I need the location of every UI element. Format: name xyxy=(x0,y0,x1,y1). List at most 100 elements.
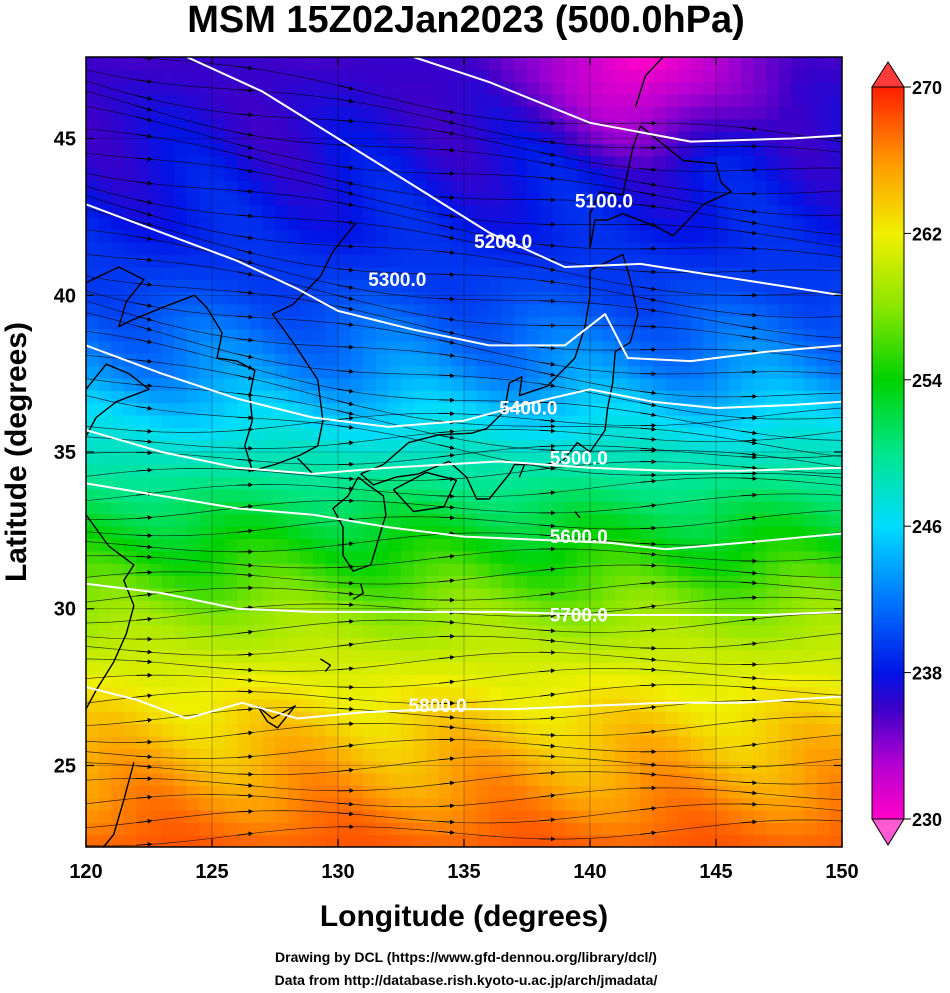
shading-cell xyxy=(564,365,578,379)
shading-cell xyxy=(375,637,389,651)
shading-cell xyxy=(401,550,415,564)
shading-cell xyxy=(388,600,402,614)
shading-cell xyxy=(300,785,314,799)
shading-cell xyxy=(766,711,780,725)
shading-cell xyxy=(527,316,541,330)
shading-cell xyxy=(312,526,326,539)
wind-arrow xyxy=(741,246,758,251)
shading-cell xyxy=(476,279,490,293)
shading-cell xyxy=(312,242,326,256)
shading-cell xyxy=(413,661,427,675)
shading-cell xyxy=(514,143,528,157)
shading-cell xyxy=(766,661,780,675)
streamline xyxy=(86,172,842,258)
shading-cell xyxy=(300,390,314,404)
shading-cell xyxy=(590,452,604,465)
wind-arrow xyxy=(337,541,355,547)
shading-cell xyxy=(136,661,150,675)
shading-cell xyxy=(224,377,238,391)
shading-cell xyxy=(212,723,226,737)
shading-cell xyxy=(186,513,200,527)
streamline xyxy=(86,548,842,569)
shading-cell xyxy=(464,57,478,70)
shading-cell xyxy=(779,254,793,268)
shading-cell xyxy=(829,94,842,107)
shading-cell xyxy=(237,464,251,478)
shading-cell xyxy=(262,279,276,293)
shading-cell xyxy=(640,143,654,157)
shading-cell xyxy=(262,131,276,144)
shading-cell xyxy=(539,316,553,330)
shading-cell xyxy=(716,600,730,614)
shading-cell xyxy=(350,390,364,404)
shading-cell xyxy=(728,69,742,83)
shading-cell xyxy=(804,501,818,515)
shading-cell xyxy=(653,797,667,811)
shading-cell xyxy=(728,501,742,515)
shading-cell xyxy=(363,612,377,626)
shading-cell xyxy=(212,809,226,823)
shading-cell xyxy=(816,254,830,268)
shading-cell xyxy=(753,303,767,317)
shading-cell xyxy=(363,526,377,539)
shading-cell xyxy=(678,340,692,354)
shading-cell xyxy=(237,624,251,638)
shading-cell xyxy=(325,637,339,651)
shading-cell xyxy=(300,698,314,712)
shading-cell xyxy=(640,180,654,194)
shading-cell xyxy=(665,155,679,169)
shading-cell xyxy=(287,192,301,206)
shading-cell xyxy=(388,550,402,564)
shading-cell xyxy=(224,513,238,527)
shading-cell xyxy=(665,402,679,416)
shading-cell xyxy=(287,464,301,478)
shading-cell xyxy=(426,686,440,700)
shading-cell xyxy=(350,242,364,256)
shading-cell xyxy=(464,143,478,157)
wind-arrow xyxy=(741,742,758,748)
shading-cell xyxy=(564,427,578,441)
wind-arrow xyxy=(640,525,657,531)
shading-cell xyxy=(627,229,641,243)
shading-cell xyxy=(338,402,352,416)
shading-cell xyxy=(816,501,830,515)
shading-cell xyxy=(451,575,465,589)
wind-arrow xyxy=(136,794,153,800)
shading-cell xyxy=(741,735,755,749)
shading-cell xyxy=(237,377,251,391)
shading-cell xyxy=(161,501,175,515)
shading-cell xyxy=(237,328,251,342)
shading-cell xyxy=(804,155,818,169)
shading-cell xyxy=(476,118,490,132)
streamline xyxy=(86,633,842,656)
shading-cell xyxy=(438,822,452,836)
x-tick-label: 140 xyxy=(573,861,606,883)
shading-cell xyxy=(539,797,553,811)
shading-cell xyxy=(149,760,163,774)
shading-cell xyxy=(338,365,352,379)
shading-cell xyxy=(174,69,188,83)
shading-cell xyxy=(804,711,818,725)
wind-arrow xyxy=(539,428,556,434)
shading-cell xyxy=(791,452,805,465)
shading-cell xyxy=(149,390,163,404)
shading-cell xyxy=(98,414,112,428)
shading-cell xyxy=(224,155,238,169)
shading-cell xyxy=(451,723,465,737)
shading-cell xyxy=(653,760,667,774)
credit-drawing: Drawing by DCL (https://www.gfd-dennou.o… xyxy=(275,949,657,965)
shading-cell xyxy=(136,649,150,663)
shading-cell xyxy=(716,180,730,194)
shading-cell xyxy=(237,686,251,700)
shading-cell xyxy=(199,131,213,144)
shading-cell xyxy=(514,612,528,626)
shading-cell xyxy=(338,377,352,391)
shading-cell xyxy=(728,254,742,268)
shading-cell xyxy=(123,69,137,83)
shading-cell xyxy=(136,674,150,688)
shading-cell xyxy=(237,180,251,194)
shading-cell xyxy=(123,168,137,182)
shading-cell xyxy=(829,242,842,256)
shading-cell xyxy=(552,180,566,194)
wind-arrow xyxy=(438,476,455,482)
